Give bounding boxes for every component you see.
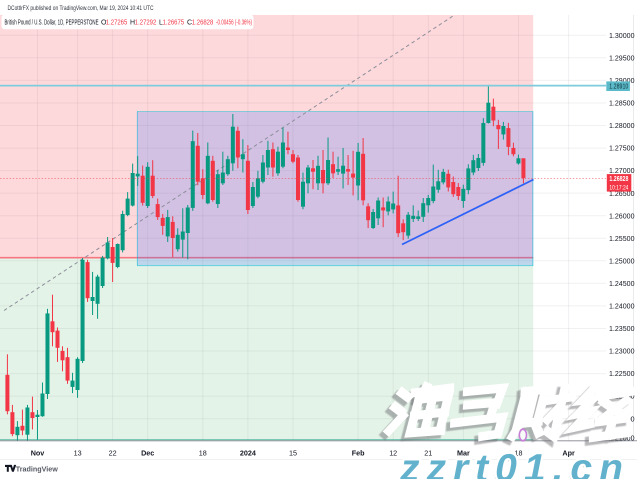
svg-text:Dec: Dec [141, 449, 154, 458]
svg-text:15: 15 [289, 449, 297, 458]
svg-text:-0.00456 (-0.36%): -0.00456 (-0.36%) [216, 20, 252, 27]
svg-text:1.30000: 1.30000 [609, 31, 635, 40]
svg-text:O: O [101, 20, 107, 27]
svg-text:zzrt01.cn: zzrt01.cn [397, 449, 628, 479]
svg-text:1.28910: 1.28910 [609, 84, 628, 91]
svg-text:18: 18 [199, 449, 207, 458]
svg-text:L: L [159, 20, 163, 27]
svg-text:2024: 2024 [240, 449, 256, 458]
svg-text:Mar: Mar [457, 449, 470, 458]
svg-text:1.27000: 1.27000 [609, 166, 635, 175]
svg-text:1.26500: 1.26500 [609, 189, 635, 198]
svg-text:1.23500: 1.23500 [609, 324, 635, 333]
svg-text:1.24000: 1.24000 [609, 302, 635, 311]
svg-text:H: H [130, 20, 135, 27]
svg-text:1.23000: 1.23000 [609, 347, 635, 356]
svg-text:1.27292: 1.27292 [135, 20, 157, 27]
svg-text:13: 13 [74, 449, 82, 458]
svg-text:1.28000: 1.28000 [609, 121, 635, 130]
svg-text:21: 21 [424, 449, 432, 458]
svg-text:zzrt01.cn: zzrt01.cn [399, 447, 630, 479]
svg-text:10:17:24: 10:17:24 [609, 185, 628, 192]
svg-text:1.25000: 1.25000 [609, 256, 635, 265]
svg-text:1.22500: 1.22500 [609, 369, 635, 378]
svg-text:1.27265: 1.27265 [106, 20, 128, 27]
svg-text:1.26675: 1.26675 [163, 20, 185, 27]
svg-text:Nov: Nov [31, 449, 45, 458]
svg-text:22: 22 [109, 449, 117, 458]
svg-text:Apr: Apr [562, 449, 575, 458]
svg-text:TradingView: TradingView [16, 465, 58, 474]
svg-text:1.26828: 1.26828 [609, 176, 628, 183]
svg-text:1.26828: 1.26828 [192, 20, 214, 27]
svg-text:DCottlrFX published on Trading: DCottlrFX published on TradingView.com, … [8, 5, 154, 12]
svg-text:1.24500: 1.24500 [609, 279, 635, 288]
svg-text:C: C [187, 20, 192, 27]
svg-text:Feb: Feb [352, 449, 365, 458]
svg-text:British Pound / U.S. Dollar, 1: British Pound / U.S. Dollar, 1D, PEPPERS… [5, 20, 99, 27]
svg-text:1.25500: 1.25500 [609, 234, 635, 243]
svg-text:1.26000: 1.26000 [609, 211, 635, 220]
svg-text:1.28500: 1.28500 [609, 99, 635, 108]
svg-text:12: 12 [389, 449, 397, 458]
svg-text:1.27500: 1.27500 [609, 144, 635, 153]
svg-text:1.29000: 1.29000 [609, 76, 635, 85]
svg-text:1.29500: 1.29500 [609, 54, 635, 63]
svg-text:18: 18 [515, 449, 523, 458]
